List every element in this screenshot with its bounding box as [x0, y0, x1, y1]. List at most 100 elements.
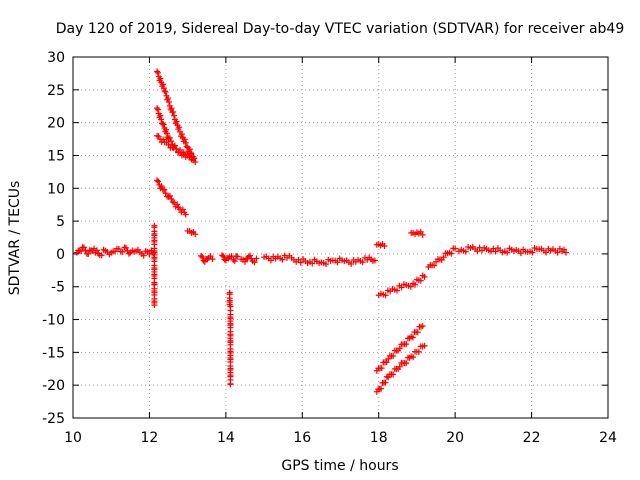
data-point-marker [378, 365, 385, 372]
series-band-13.9-14.3 [219, 252, 241, 265]
data-point-marker [225, 255, 232, 262]
data-point-marker [168, 195, 175, 202]
data-point-marker [383, 359, 390, 366]
data-point-marker [166, 192, 173, 199]
data-point-marker [396, 345, 403, 352]
data-point-marker [123, 244, 130, 251]
data-point-marker [80, 244, 87, 251]
data-point-marker [183, 143, 190, 150]
data-point-marker [154, 106, 161, 113]
data-point-marker [192, 231, 199, 238]
data-point-marker [192, 159, 199, 166]
series-isolated-14.1 [226, 289, 234, 388]
y-tick-label: -20 [42, 378, 65, 394]
plot-frame [72, 56, 609, 419]
data-point-marker [279, 256, 286, 263]
data-point-marker [309, 260, 316, 267]
data-point-marker [517, 250, 524, 257]
y-tick-label: 20 [47, 116, 65, 132]
data-point-marker [154, 68, 161, 75]
data-point-marker [462, 248, 469, 255]
series-band-14.4-14.8 [238, 252, 260, 266]
data-point-marker [157, 112, 164, 119]
data-point-marker [151, 302, 158, 309]
data-point-marker [410, 354, 417, 361]
y-axis-label: SDTVAR / TECUs [7, 181, 23, 296]
data-point-marker [173, 118, 180, 125]
data-point-marker [409, 334, 416, 341]
data-point-marker [155, 178, 162, 185]
data-point-marker [334, 259, 341, 266]
data-point-marker [440, 254, 447, 261]
data-point-marker [209, 256, 216, 263]
series-streak--6--4 [375, 272, 428, 299]
data-point-marker [394, 287, 401, 294]
y-tick-label: 25 [47, 83, 65, 99]
x-tick-label: 24 [599, 430, 617, 446]
data-point-marker [160, 81, 167, 88]
data-point-marker [419, 323, 426, 330]
data-point-marker [241, 258, 248, 265]
x-tick-label: 18 [370, 430, 388, 446]
data-point-marker [421, 342, 428, 349]
data-point-marker [163, 130, 170, 137]
series-band-13.3-13.7 [198, 252, 216, 265]
data-points [73, 68, 569, 395]
data-point-marker [247, 252, 254, 259]
y-tick-label: 5 [56, 214, 65, 230]
data-point-marker [186, 146, 193, 153]
data-point-marker [157, 75, 164, 82]
data-point-marker [125, 250, 132, 257]
chart-title: Day 120 of 2019, Sidereal Day-to-day VTE… [56, 21, 625, 37]
series-cluster-18.9 [408, 228, 426, 238]
data-point-marker [504, 249, 511, 256]
data-point-marker [415, 348, 422, 355]
data-point-marker [396, 363, 403, 370]
data-point-marker [198, 252, 205, 259]
data-point-marker [448, 250, 455, 257]
data-point-marker [227, 380, 234, 387]
data-point-marker [93, 247, 100, 254]
data-point-marker [146, 250, 153, 257]
data-point-marker [562, 249, 569, 256]
series-cluster-18.0 [373, 241, 388, 250]
data-point-marker [154, 69, 161, 76]
data-point-marker [385, 374, 392, 381]
series-link-19.3-20 [425, 245, 459, 271]
data-point-marker [419, 231, 426, 238]
data-point-marker [492, 248, 499, 255]
data-point-marker [154, 105, 161, 112]
data-point-marker [161, 88, 168, 95]
data-point-marker [220, 253, 227, 260]
data-point-marker [165, 98, 172, 105]
data-point-marker [165, 95, 172, 102]
data-point-marker [162, 190, 169, 197]
data-point-marker [119, 248, 126, 255]
data-point-marker [431, 262, 438, 269]
data-point-marker [176, 124, 183, 131]
data-point-marker [168, 105, 175, 112]
data-point-marker [382, 379, 389, 386]
series-streak-11-6 [154, 177, 189, 218]
data-point-marker [160, 85, 167, 92]
series-streak--18--11 [373, 323, 426, 374]
x-tick-label: 22 [523, 430, 541, 446]
data-point-marker [168, 138, 175, 145]
data-point-marker [529, 249, 536, 256]
data-point-marker [359, 259, 366, 266]
data-point-marker [382, 292, 389, 299]
data-point-marker [182, 211, 189, 218]
data-point-marker [166, 134, 173, 141]
data-point-marker [297, 259, 304, 266]
data-point-marker [154, 177, 161, 184]
data-point-marker [199, 254, 206, 261]
data-point-marker [160, 121, 167, 128]
data-point-marker [253, 255, 260, 262]
data-point-marker [182, 139, 189, 146]
data-point-marker [178, 131, 185, 138]
data-point-marker [554, 249, 561, 256]
series-band-10.1-11.3 [73, 244, 126, 259]
y-tick-label: 10 [47, 181, 65, 197]
series-streak-18-15 [154, 132, 197, 161]
